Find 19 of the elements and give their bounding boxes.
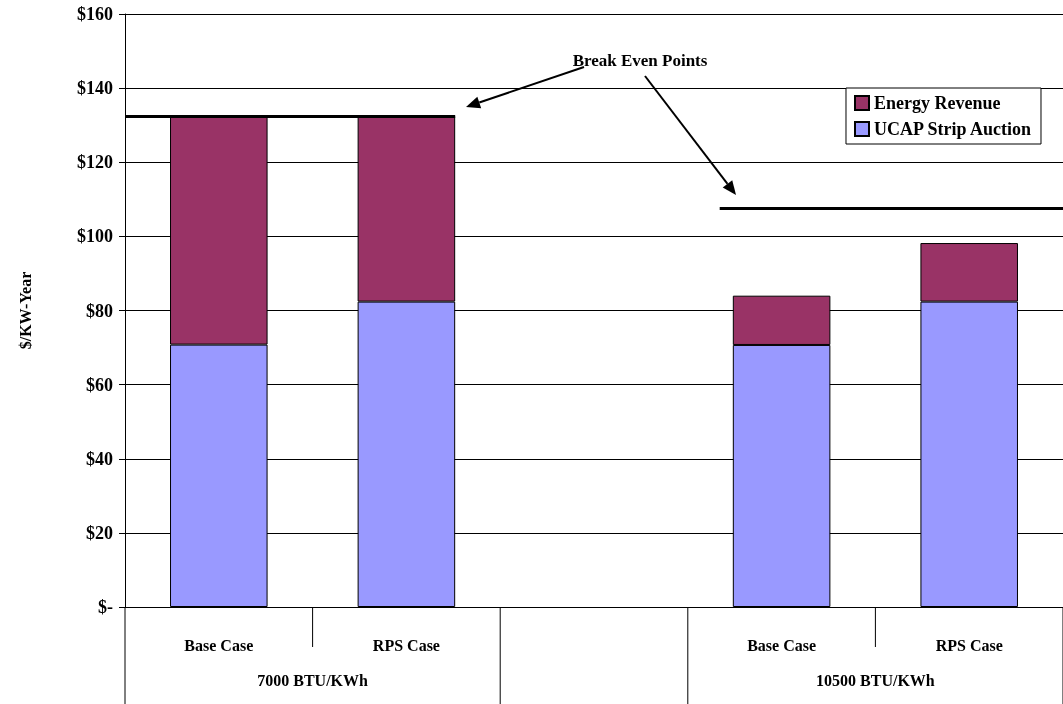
y-tick-label: $60 xyxy=(86,374,113,395)
y-tick-label: $- xyxy=(98,597,113,617)
text: 10500 BTU/KWh xyxy=(816,671,935,689)
y-tick-label: $140 xyxy=(77,78,113,99)
legend-label: Energy Revenue xyxy=(874,93,1001,113)
y-tick-label: $100 xyxy=(77,226,113,247)
y-tick-label: $160 xyxy=(77,4,113,24)
x-tick-label: Base Case xyxy=(747,636,817,654)
x-tick-label: Base Case xyxy=(184,636,254,654)
legend-label: UCAP Strip Auction xyxy=(874,119,1032,139)
y-tick-label: $120 xyxy=(77,152,113,173)
annotation: Break Even Points xyxy=(572,50,708,70)
y-tick-label: $40 xyxy=(86,448,113,469)
y-tick-label: $20 xyxy=(86,522,113,543)
y-axis-title: $/KW-Year xyxy=(16,271,34,350)
x-tick-label: RPS Case xyxy=(372,636,440,654)
x-tick-label: RPS Case xyxy=(935,636,1003,654)
text: 7000 BTU/KWh xyxy=(257,671,369,689)
y-tick-label: $80 xyxy=(86,300,113,321)
